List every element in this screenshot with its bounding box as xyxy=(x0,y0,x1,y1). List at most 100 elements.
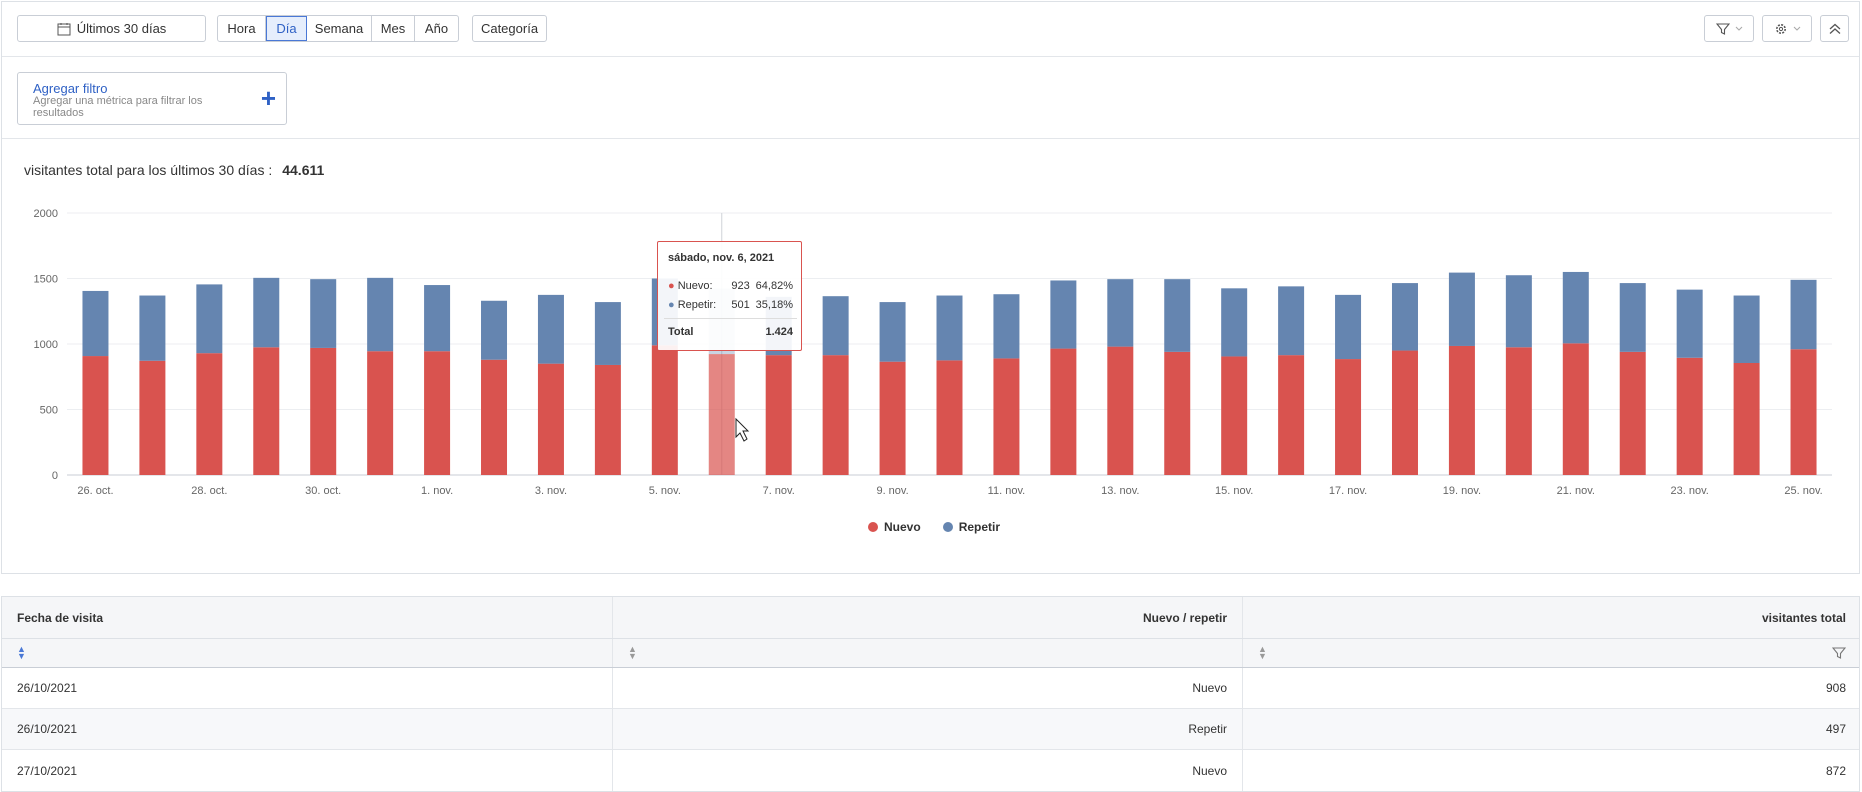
legend-item-nuevo[interactable]: Nuevo xyxy=(868,520,921,534)
x-tick-label: 26. oct. xyxy=(77,485,113,497)
tooltip-name: Repetir: xyxy=(677,299,717,311)
table-row[interactable]: 27/10/2021 Nuevo 872 xyxy=(2,750,1859,791)
y-tick-label: 1000 xyxy=(34,339,58,351)
bar-nuevo xyxy=(1790,349,1817,475)
bar-nuevo xyxy=(1505,347,1532,475)
sort-icon[interactable]: ▲ ▼ xyxy=(17,644,26,661)
filter-dropdown-button[interactable] xyxy=(1704,15,1754,42)
sort-icon[interactable]: ▲ ▼ xyxy=(1258,644,1267,661)
bar-nuevo xyxy=(594,364,621,475)
tooltip-title: sábado, nov. 6, 2021 xyxy=(668,252,775,264)
bar-nuevo xyxy=(310,347,337,475)
bar-nuevo xyxy=(196,353,223,475)
bar-nuevo xyxy=(879,361,906,475)
tab-ano[interactable]: Año xyxy=(424,21,449,36)
bar-nuevo xyxy=(139,360,166,475)
x-tick-label: 15. nov. xyxy=(1215,485,1253,497)
x-tick-label: 17. nov. xyxy=(1329,485,1367,497)
x-tick-label: 1. nov. xyxy=(421,485,453,497)
bar-repetir xyxy=(196,284,223,354)
collapse-button[interactable] xyxy=(1820,15,1849,42)
bar-nuevo xyxy=(1448,345,1475,475)
settings-dropdown-button[interactable] xyxy=(1762,15,1812,42)
table-sort-row: ▲ ▼ ▲ ▼ ▲ ▼ xyxy=(2,639,1859,668)
add-filter-description: Agregar una métrica para filtrar los res… xyxy=(33,95,203,119)
bar-repetir xyxy=(822,296,849,356)
legend-item-repetir[interactable]: Repetir xyxy=(942,520,1000,534)
table-row[interactable]: 26/10/2021 Repetir 497 xyxy=(2,709,1859,750)
bar-nuevo xyxy=(1221,356,1248,475)
cell-visitors: 908 xyxy=(1825,681,1846,695)
bar-repetir xyxy=(253,277,280,348)
tooltip-row-repetir: ● Repetir: 501 35,18% xyxy=(668,299,793,311)
bar-repetir xyxy=(139,295,166,361)
y-tick-label: 500 xyxy=(40,405,58,417)
bar-repetir xyxy=(1221,288,1248,357)
bar-repetir xyxy=(1164,279,1191,352)
tab-dia[interactable]: Día xyxy=(266,16,307,41)
bar-repetir xyxy=(1335,294,1362,360)
toolbar: Últimos 30 días Hora Día Semana Mes Año … xyxy=(2,2,1859,57)
date-range-button[interactable]: Últimos 30 días xyxy=(17,15,206,42)
cell-type: Repetir xyxy=(613,709,1243,749)
tooltip-total-value: 1.424 xyxy=(765,326,793,338)
calendar-icon xyxy=(57,22,71,35)
tooltip-value: 923 xyxy=(731,280,750,292)
bar-nuevo xyxy=(367,351,394,475)
x-tick-label: 30. oct. xyxy=(305,485,341,497)
bar-repetir xyxy=(1619,283,1646,352)
tab-mes[interactable]: Mes xyxy=(372,16,415,41)
bar-nuevo xyxy=(708,354,735,475)
bar-nuevo xyxy=(1391,350,1418,475)
bar-repetir xyxy=(367,277,394,352)
bar-nuevo xyxy=(993,358,1020,475)
legend-label-nuevo: Nuevo xyxy=(884,520,921,534)
cell-date: 26/10/2021 xyxy=(2,709,613,749)
x-tick-label: 7. nov. xyxy=(763,485,795,497)
cell-type: Nuevo xyxy=(613,750,1243,791)
filter-icon[interactable] xyxy=(1832,646,1846,660)
bar-nuevo xyxy=(936,360,963,475)
x-tick-label: 23. nov. xyxy=(1670,485,1708,497)
bar-repetir xyxy=(936,295,963,361)
bar-repetir xyxy=(1107,279,1134,347)
y-tick-label: 2000 xyxy=(34,208,58,220)
bar-repetir xyxy=(310,279,337,348)
add-filter-button[interactable]: Agregar filtro Agregar una métrica para … xyxy=(17,72,287,125)
legend-dot-nuevo xyxy=(868,522,878,532)
bar-nuevo xyxy=(1335,359,1362,475)
x-tick-label: 9. nov. xyxy=(876,485,908,497)
tab-semana[interactable]: Semana xyxy=(307,16,372,41)
cell-visitors: 872 xyxy=(1825,763,1846,778)
chart-panel: Últimos 30 días Hora Día Semana Mes Año … xyxy=(1,1,1860,574)
bar-repetir xyxy=(1278,286,1305,356)
legend-dot-repetir xyxy=(942,522,953,532)
bar-nuevo xyxy=(822,355,849,475)
bar-nuevo xyxy=(765,355,792,475)
mouse-cursor-icon xyxy=(735,417,750,442)
chart-tooltip: sábado, nov. 6, 2021 ● Nuevo: 923 64,82%… xyxy=(657,241,802,351)
tab-hora[interactable]: Hora xyxy=(218,16,266,41)
category-button[interactable]: Categoría xyxy=(472,15,547,42)
filter-bar: Agregar filtro Agregar una métrica para … xyxy=(2,57,1859,139)
data-table: Fecha de visita Nuevo / repetir visitant… xyxy=(1,596,1860,792)
column-header-visitors[interactable]: visitantes total xyxy=(1761,610,1846,625)
chart-legend: Nuevo Repetir xyxy=(868,520,1000,534)
table-header: Fecha de visita Nuevo / repetir visitant… xyxy=(2,597,1859,639)
table-row[interactable]: 26/10/2021 Nuevo 908 xyxy=(2,668,1859,709)
summary: visitantes total para los últimos 30 día… xyxy=(24,162,324,178)
bar-nuevo xyxy=(253,347,280,475)
x-tick-label: 13. nov. xyxy=(1101,485,1139,497)
column-header-type[interactable]: Nuevo / repetir xyxy=(613,597,1243,638)
tooltip-row-total: Total 1.424 xyxy=(668,326,793,338)
column-header-date[interactable]: Fecha de visita xyxy=(2,597,613,638)
sort-icon[interactable]: ▲ ▼ xyxy=(628,644,637,661)
bar-repetir xyxy=(1790,279,1817,350)
bar-nuevo xyxy=(481,359,508,475)
tooltip-total-label: Total xyxy=(668,326,694,338)
bar-repetir xyxy=(537,294,564,364)
summary-label: visitantes total para los últimos 30 día… xyxy=(24,162,273,178)
y-tick-label: 1500 xyxy=(34,274,58,286)
x-tick-label: 21. nov. xyxy=(1557,485,1595,497)
plus-icon: + xyxy=(260,83,276,113)
